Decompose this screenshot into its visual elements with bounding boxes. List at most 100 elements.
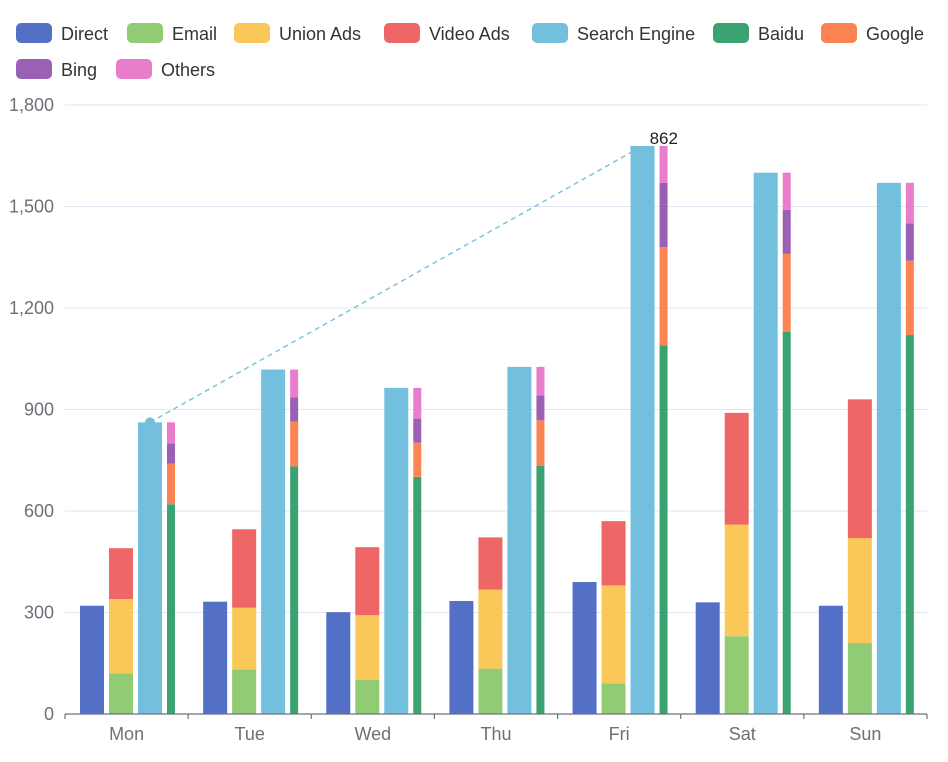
x-tick-label-tue: Tue [235,724,265,744]
bar-baidu-thu[interactable] [536,465,545,714]
bar-email-fri[interactable] [601,683,626,714]
legend-item-union-ads[interactable]: Union Ads [234,23,361,44]
bar-baidu-fri[interactable] [659,345,668,714]
bar-bing-thu[interactable] [536,395,545,421]
legend-item-bing[interactable]: Bing [16,59,97,80]
legend-swatch-others [116,59,152,79]
legend-label-union-ads: Union Ads [279,24,361,44]
legend-swatch-union-ads [234,23,270,43]
legend-label-video-ads: Video Ads [429,24,510,44]
bar-email-mon[interactable] [109,673,133,714]
bar-others-tue[interactable] [290,369,299,398]
bar-union-ads-sun[interactable] [847,538,872,643]
y-tick-label: 1,800 [9,95,54,115]
bar-baidu-mon[interactable] [167,504,175,714]
bar-others-wed[interactable] [413,387,422,419]
x-axis: Mon Tue Wed Thu Fri Sat Sun [64,713,928,744]
bar-bing-fri[interactable] [659,182,668,248]
bar-union-ads-fri[interactable] [601,585,626,684]
bar-bing-sat[interactable] [782,209,791,254]
bar-others-thu[interactable] [536,366,545,396]
bar-google-tue[interactable] [290,421,299,467]
legend-item-video-ads[interactable]: Video Ads [384,23,510,44]
bar-video-ads-wed[interactable] [355,547,380,616]
bar-bing-tue[interactable] [290,397,299,422]
bar-google-mon[interactable] [167,463,175,505]
legend-swatch-bing [16,59,52,79]
legend-swatch-direct [16,23,52,43]
bar-email-sun[interactable] [847,642,872,714]
legend-item-direct[interactable]: Direct [16,23,108,44]
bar-search-engine-wed[interactable] [384,387,409,714]
bar-direct-wed[interactable] [326,612,351,714]
bar-video-ads-fri[interactable] [601,521,626,586]
bar-direct-tue[interactable] [203,601,228,714]
bar-video-ads-mon[interactable] [109,548,133,599]
legend-label-search-engine: Search Engine [577,24,695,44]
bar-bing-sun[interactable] [905,223,914,261]
bar-direct-mon[interactable] [80,605,104,714]
legend-label-direct: Direct [61,24,108,44]
bar-union-ads-thu[interactable] [478,589,503,669]
bar-search-engine-sat[interactable] [753,172,778,714]
legend-swatch-google [821,23,857,43]
bar-video-ads-sat[interactable] [724,412,749,525]
annotation-start-marker [145,417,155,428]
bar-google-sat[interactable] [782,253,791,332]
bar-baidu-sun[interactable] [905,335,914,714]
y-tick-label: 300 [24,603,54,623]
bar-union-ads-wed[interactable] [355,615,380,680]
legend-label-others: Others [161,60,215,80]
bar-direct-sat[interactable] [695,602,720,714]
bar-others-mon[interactable] [167,422,175,444]
legend-item-email[interactable]: Email [127,23,217,44]
bar-email-wed[interactable] [355,679,380,714]
bar-google-thu[interactable] [536,420,545,466]
bar-direct-thu[interactable] [449,600,474,714]
bar-direct-sun[interactable] [818,605,843,714]
bar-bing-wed[interactable] [413,418,422,443]
bar-search-engine-sun[interactable] [876,182,901,715]
bar-google-fri[interactable] [659,247,668,346]
x-tick-label-mon: Mon [109,724,144,744]
legend-item-google[interactable]: Google [821,23,924,44]
legend-label-baidu: Baidu [758,24,804,44]
legend-item-baidu[interactable]: Baidu [713,23,804,44]
bar-others-sun[interactable] [905,182,914,224]
bar-email-tue[interactable] [232,669,257,714]
bar-others-sat[interactable] [782,172,791,210]
bar-baidu-wed[interactable] [413,476,422,714]
bar-video-ads-tue[interactable] [232,529,257,608]
bar-baidu-tue[interactable] [290,466,299,714]
annotation-arrowhead [629,145,643,157]
bar-union-ads-sat[interactable] [724,524,749,637]
bar-direct-fri[interactable] [572,582,597,714]
legend[interactable]: Direct Email Union Ads Video Ads Search Engi… [16,23,924,80]
bar-google-wed[interactable] [413,442,422,477]
bar-union-ads-tue[interactable] [232,607,257,670]
bar-search-engine-mon[interactable] [138,422,162,714]
legend-swatch-video-ads [384,23,420,43]
annotation: 862 [145,129,678,428]
bar-union-ads-mon[interactable] [109,598,133,674]
y-tick-label: 1,500 [9,197,54,217]
bar-bing-mon[interactable] [167,443,175,464]
bar-search-engine-thu[interactable] [507,366,532,714]
bar-google-sun[interactable] [905,260,914,336]
bar-search-engine-tue[interactable] [261,369,286,714]
bar-others-fri[interactable] [659,145,668,183]
x-tick-label-fri: Fri [609,724,630,744]
legend-item-search-engine[interactable]: Search Engine [532,23,695,44]
bars [80,145,914,715]
y-tick-label: 1,200 [9,298,54,318]
legend-swatch-search-engine [532,23,568,43]
bar-video-ads-thu[interactable] [478,537,503,590]
legend-item-others[interactable]: Others [116,59,215,80]
legend-label-bing: Bing [61,60,97,80]
bar-baidu-sat[interactable] [782,331,791,714]
bar-video-ads-sun[interactable] [847,399,872,539]
legend-swatch-email [127,23,163,43]
bar-email-thu[interactable] [478,668,503,714]
bar-email-sat[interactable] [724,636,749,714]
bar-search-engine-fri[interactable] [630,145,655,714]
